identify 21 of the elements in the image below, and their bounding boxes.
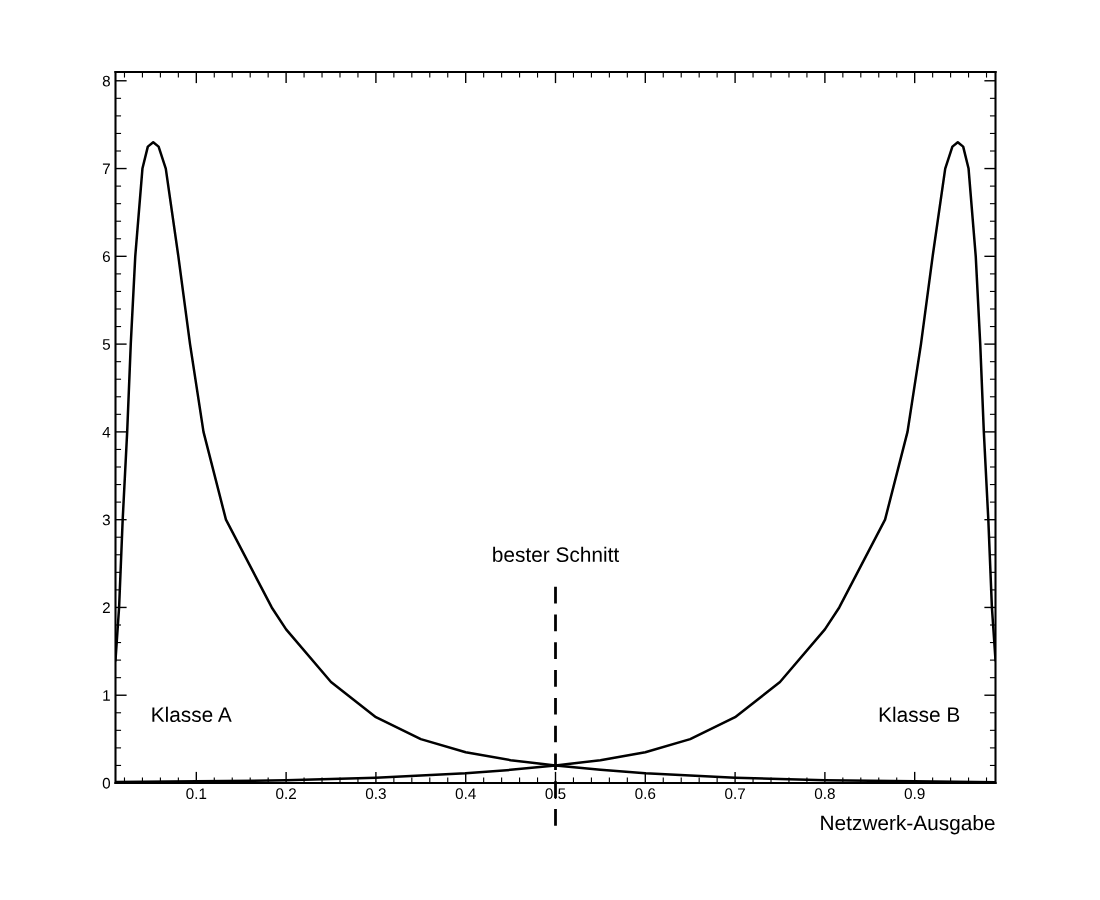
x-tick-label: 0.8 bbox=[814, 788, 835, 800]
y-tick-label: 8 bbox=[102, 75, 110, 87]
x-tick-label: 0.9 bbox=[904, 788, 925, 800]
ref-line-label: bester Schnitt bbox=[493, 546, 620, 563]
annotation: Klasse A bbox=[152, 706, 232, 722]
x-tick-label: 0.2 bbox=[276, 788, 296, 800]
y-tick-label: 0 bbox=[102, 777, 111, 789]
x-tick-label: 0.1 bbox=[186, 788, 207, 800]
x-tick-label: 0.4 bbox=[455, 788, 476, 800]
annotation: Klasse B bbox=[879, 706, 960, 722]
y-tick-label: 7 bbox=[102, 163, 110, 175]
y-tick-label: 1 bbox=[103, 690, 110, 701]
x-axis-title: Netzwerk-Ausgabe bbox=[821, 814, 995, 835]
y-tick-label: 3 bbox=[102, 514, 110, 526]
y-tick-label: 5 bbox=[102, 339, 110, 350]
x-tick-label: 0.3 bbox=[365, 788, 386, 800]
x-tick-label: 0.6 bbox=[635, 788, 656, 800]
y-tick-label: 2 bbox=[102, 602, 110, 613]
y-tick-label: 6 bbox=[102, 251, 110, 263]
y-tick-label: 4 bbox=[102, 426, 111, 438]
x-tick-label: 0.7 bbox=[725, 788, 745, 800]
